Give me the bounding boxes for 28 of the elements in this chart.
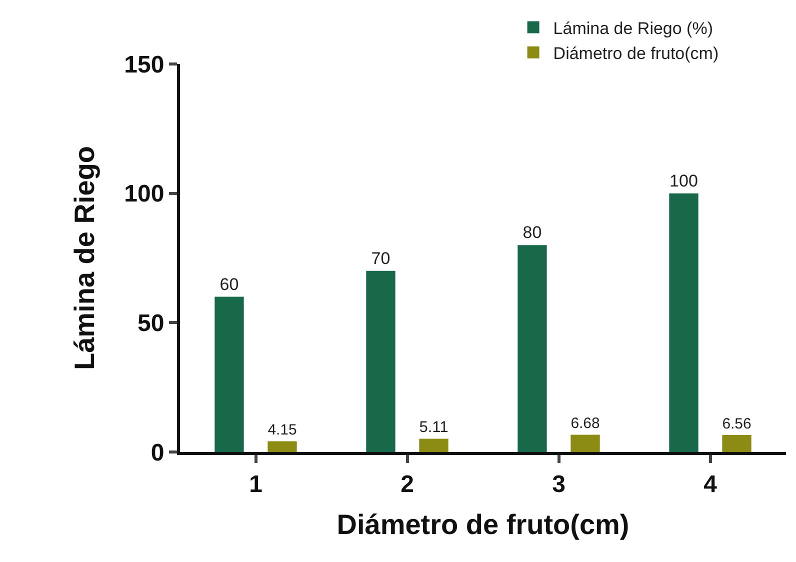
bar xyxy=(669,193,698,452)
x-tick-label: 3 xyxy=(552,470,566,498)
y-tick-label: 50 xyxy=(137,310,164,338)
legend-label: Diámetro de fruto(cm) xyxy=(553,44,719,63)
data-label: 70 xyxy=(371,248,390,268)
data-label: 5.11 xyxy=(419,419,448,436)
y-tick-label: 0 xyxy=(150,439,164,466)
data-label: 60 xyxy=(220,274,239,294)
data-label: 6.68 xyxy=(570,415,600,432)
data-label: 100 xyxy=(670,171,698,190)
bar xyxy=(518,245,547,452)
x-tick-label: 2 xyxy=(400,470,414,498)
x-tick-label: 1 xyxy=(249,470,262,498)
data-label: 6.56 xyxy=(722,416,752,433)
legend-label: Lámina de Riego (%) xyxy=(553,18,714,38)
y-tick-label: 100 xyxy=(124,180,164,208)
data-label: 80 xyxy=(522,223,542,242)
bar xyxy=(366,270,396,452)
y-axis-title: Lámina de Riego xyxy=(68,146,100,370)
x-tick-label: 4 xyxy=(704,470,718,498)
bar xyxy=(570,434,600,452)
bar xyxy=(722,435,752,452)
data-label: 4.15 xyxy=(268,422,297,439)
bar xyxy=(419,438,448,452)
bar xyxy=(214,296,244,452)
x-axis-title: Diámetro de fruto(cm) xyxy=(336,508,630,540)
bar xyxy=(268,441,297,452)
y-tick-label: 150 xyxy=(124,51,164,78)
